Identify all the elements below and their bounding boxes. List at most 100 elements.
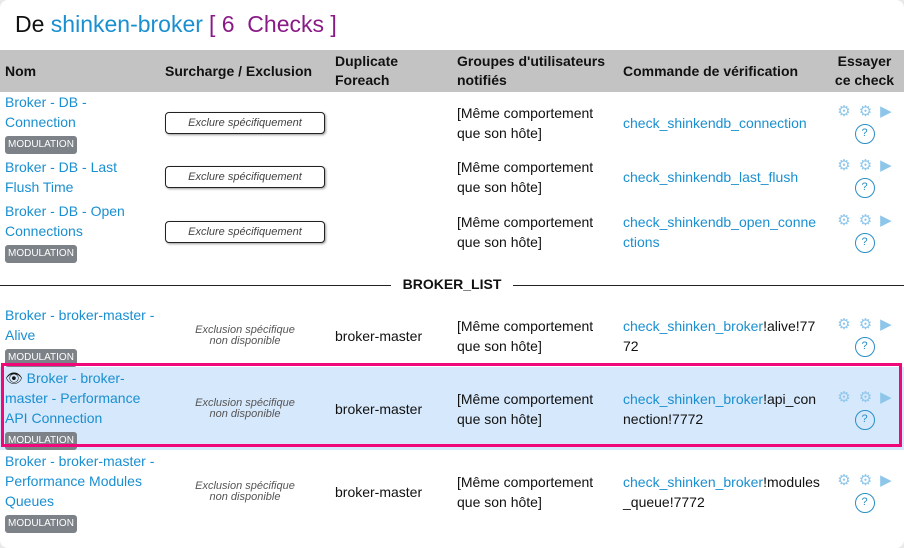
separator-row: BROKER_LIST (0, 264, 904, 304)
check-name-link[interactable]: Broker - DB - Last Flush Time (5, 159, 118, 195)
gear-icon[interactable]: ⚙ (837, 315, 851, 333)
check-row: Broker - broker-master - Performance Mod… (0, 450, 904, 534)
duplicate-cell (330, 92, 452, 154)
gear-refresh-icon[interactable]: ⚙ (858, 388, 873, 406)
col-commande: Commande de vérification (618, 50, 825, 92)
check-row: 👁 Broker - broker-master - Performance A… (0, 367, 904, 450)
groups-cell: [Même comportement que son hôte] (457, 474, 594, 510)
groups-cell: [Même comportement que son hôte] (457, 214, 594, 250)
modulation-badge[interactable]: MODULATION (5, 431, 77, 450)
try-actions: ⚙ ⚙ ▶? (825, 450, 904, 534)
gear-refresh-icon[interactable]: ⚙ (858, 212, 873, 229)
checks-table: Nom Surcharge / Exclusion Duplicate Fore… (0, 50, 904, 534)
checks-count: [ 6 Checks ] (208, 11, 337, 37)
check-name-link[interactable]: Broker - broker-master - Alive (5, 306, 155, 343)
try-actions: ⚙ ⚙ ▶? (825, 304, 904, 367)
play-icon[interactable]: ▶ (880, 315, 892, 333)
col-surcharge: Surcharge / Exclusion (160, 50, 330, 92)
gear-icon[interactable]: ⚙ (837, 157, 851, 174)
try-actions: ⚙ ⚙ ▶? (825, 154, 904, 200)
page-title: De shinken-broker[ 6 Checks ] (15, 11, 337, 38)
eye-icon: 👁 (5, 369, 23, 386)
check-name-cell: Broker - DB - Last Flush Time (0, 154, 160, 200)
play-icon[interactable]: ▶ (880, 212, 892, 229)
duplicate-cell (330, 200, 452, 264)
gear-refresh-icon[interactable]: ⚙ (858, 157, 873, 174)
groups-cell: [Même comportement que son hôte] (452, 367, 618, 450)
help-icon[interactable]: ? (854, 233, 875, 253)
gear-icon[interactable]: ⚙ (837, 472, 851, 489)
duplicate-cell (330, 154, 452, 200)
duplicate-cell: broker-master (335, 484, 423, 500)
check-name-cell: Broker - broker-master - Alive MODULATION (0, 304, 160, 367)
duplicate-cell: broker-master (335, 327, 423, 344)
command-cell: check_shinken_broker!alive!7772 (618, 304, 825, 367)
col-duplicate: Duplicate Foreach (330, 50, 452, 92)
gear-refresh-icon[interactable]: ⚙ (858, 103, 873, 120)
check-name-link[interactable]: Broker - DB - Open Connections (5, 203, 125, 239)
help-icon[interactable]: ? (854, 124, 875, 144)
exclude-button[interactable]: Exclure spécifiquement (165, 166, 325, 188)
gear-refresh-icon[interactable]: ⚙ (858, 315, 873, 333)
command-link[interactable]: check_shinken_broker (623, 390, 764, 407)
col-groupes: Groupes d'utilisateurs notifiés (452, 50, 618, 92)
modulation-badge[interactable]: MODULATION (5, 348, 77, 367)
exclude-button[interactable]: Exclure spécifiquement (165, 221, 325, 243)
check-row: Broker - DB - Last Flush Time Exclure spé… (0, 154, 904, 200)
check-row: Broker - DB - Open Connections MODULATION… (0, 200, 904, 264)
groups-cell: [Même comportement que son hôte] (457, 317, 594, 354)
separator-label: BROKER_LIST (390, 276, 514, 292)
check-name-cell: 👁 Broker - broker-master - Performance A… (0, 367, 160, 450)
command-link[interactable]: check_shinkendb_connection (623, 115, 807, 131)
exclusion-unavailable: Exclusion spécifique non disponible (160, 367, 330, 450)
command-cell: check_shinken_broker!modules_queue!7772 (618, 450, 825, 534)
play-icon[interactable]: ▶ (880, 103, 892, 120)
try-actions: ⚙ ⚙ ▶? (825, 200, 904, 264)
check-name-link[interactable]: Broker - DB - Connection (5, 94, 87, 130)
help-icon[interactable]: ? (854, 336, 875, 357)
modulation-badge[interactable]: MODULATION (5, 136, 77, 154)
help-icon[interactable]: ? (854, 178, 875, 198)
exclusion-unavailable: Exclusion spécifique non disponible (195, 480, 295, 503)
duplicate-cell: broker-master (330, 367, 452, 450)
command-link[interactable]: check_shinkendb_last_flush (623, 169, 799, 185)
gear-refresh-icon[interactable]: ⚙ (858, 472, 873, 489)
command-cell: check_shinkendb_connection (618, 92, 825, 154)
command-cell: check_shinken_broker!api_connection!7772 (618, 367, 825, 450)
play-icon[interactable]: ▶ (880, 388, 892, 406)
check-row: Broker - broker-master - Alive MODULATION… (0, 304, 904, 367)
exclusion-cell: Exclure spécifiquement (160, 92, 330, 154)
try-actions: ⚙ ⚙ ▶? (825, 367, 904, 450)
command-link[interactable]: check_shinken_broker (623, 317, 764, 334)
modulation-badge[interactable]: MODULATION (5, 245, 77, 263)
exclusion-cell: Exclure spécifiquement (160, 154, 330, 200)
try-actions: ⚙ ⚙ ▶? (825, 92, 904, 154)
command-args: !api_connection!7772 (623, 390, 817, 427)
groups-cell: [Même comportement que son hôte] (457, 105, 594, 141)
exclusion-cell: Exclure spécifiquement (160, 200, 330, 264)
exclusion-unavailable: Exclusion spécifique non disponible (195, 323, 295, 347)
host-link[interactable]: shinken-broker (50, 11, 203, 37)
check-name-cell: Broker - broker-master - Performance Mod… (0, 450, 160, 534)
command-cell: check_shinkendb_open_connections (618, 200, 825, 264)
title-prefix: De (15, 11, 45, 37)
check-row: Broker - DB - Connection MODULATION Exclur… (0, 92, 904, 154)
play-icon[interactable]: ▶ (880, 157, 892, 174)
command-link[interactable]: check_shinken_broker (623, 474, 764, 490)
check-name-link[interactable]: Broker - broker-master - Performance Mod… (5, 453, 155, 509)
play-icon[interactable]: ▶ (880, 472, 892, 489)
gear-icon[interactable]: ⚙ (837, 103, 851, 120)
check-name-link[interactable]: Broker - broker-master - Performance API… (5, 369, 141, 426)
col-nom: Nom (0, 50, 160, 92)
command-args: !modules_queue!7772 (623, 474, 820, 510)
help-icon[interactable]: ? (854, 409, 875, 430)
modulation-badge[interactable]: MODULATION (5, 515, 77, 533)
command-args: !alive!7772 (623, 317, 816, 354)
col-essayer: Essayer ce check (825, 50, 904, 92)
gear-icon[interactable]: ⚙ (837, 388, 851, 406)
command-link[interactable]: check_shinkendb_open_connections (623, 214, 817, 250)
exclude-button[interactable]: Exclure spécifiquement (165, 112, 325, 134)
help-icon[interactable]: ? (854, 493, 875, 513)
gear-icon[interactable]: ⚙ (837, 212, 851, 229)
